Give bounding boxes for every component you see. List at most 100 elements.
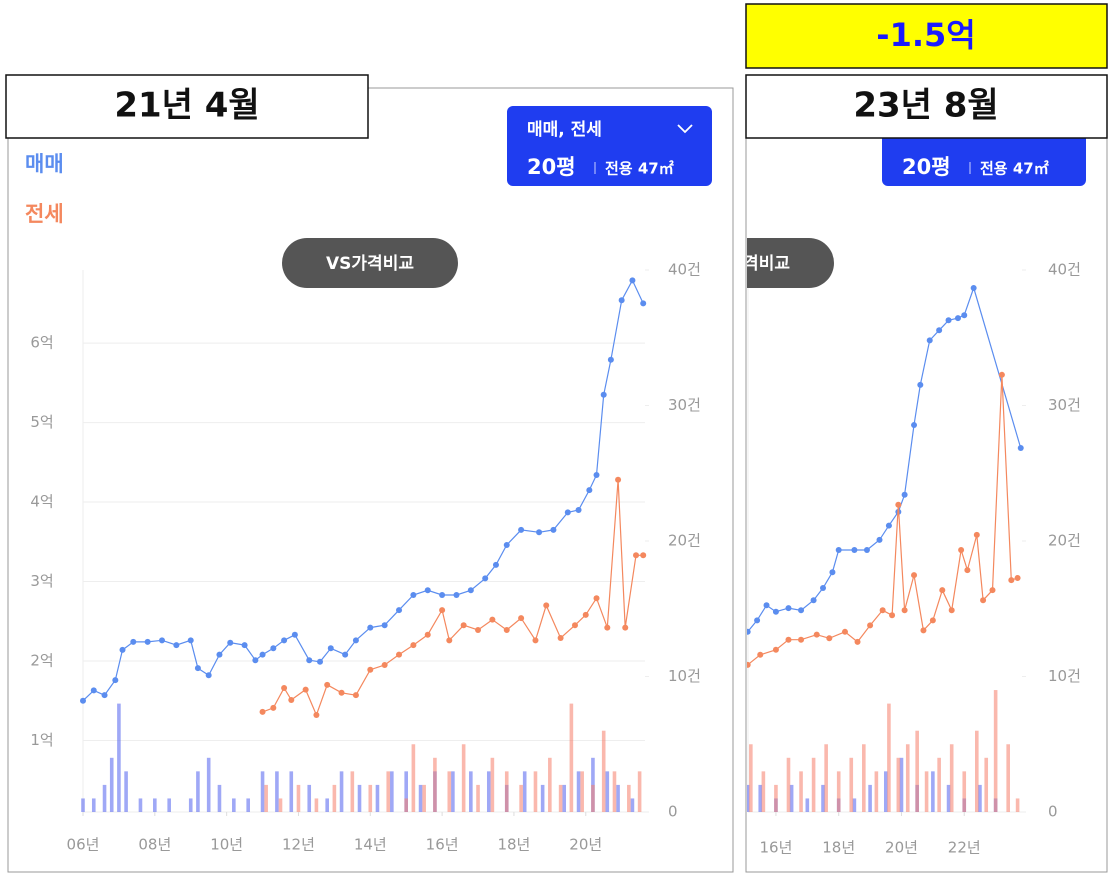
- count-bar: [849, 757, 854, 812]
- price-point: [475, 627, 482, 634]
- count-bar: [605, 771, 610, 812]
- price-point: [557, 634, 564, 641]
- price-point: [467, 587, 474, 594]
- count-bar: [490, 757, 495, 812]
- price-point: [929, 617, 936, 624]
- price-point: [194, 665, 201, 672]
- count-bar: [422, 784, 426, 812]
- count-bar: [486, 771, 491, 812]
- price-point: [424, 587, 431, 594]
- price-point: [754, 617, 761, 624]
- change-box: [745, 3, 1108, 69]
- count-bar: [314, 798, 319, 812]
- price-point: [895, 501, 902, 508]
- price-point: [342, 651, 349, 658]
- count-bar: [749, 744, 753, 812]
- price-point: [885, 522, 892, 529]
- count-bar: [404, 771, 408, 812]
- overlay-labels: 21년 4월 -1.5억 23년 8월: [5, 3, 1108, 139]
- x-tick-label: 20년: [885, 839, 918, 857]
- count-bar: [411, 744, 416, 812]
- x-tick-label: 16년: [426, 836, 459, 854]
- y-tick-label: 6억: [30, 334, 53, 352]
- y2-tick-label: 20건: [1048, 532, 1081, 550]
- change-label: -1.5억: [876, 16, 975, 54]
- count-bar: [447, 771, 452, 812]
- price-point: [810, 597, 817, 604]
- count-bar: [533, 771, 538, 812]
- price-point: [879, 607, 886, 614]
- count-bar: [937, 757, 941, 812]
- price-point: [80, 697, 86, 704]
- price-point: [582, 611, 589, 618]
- count-bar: [196, 771, 200, 812]
- x-tick-label: 12년: [282, 836, 315, 854]
- label-before: 21년 4월: [114, 86, 259, 126]
- price-point: [352, 692, 359, 699]
- price-point: [564, 509, 571, 516]
- price-point: [970, 284, 977, 291]
- y-tick-label: 5억: [30, 413, 53, 431]
- count-bar: [558, 784, 563, 812]
- count-bar: [896, 757, 901, 812]
- price-point: [785, 605, 792, 612]
- count-bar: [278, 798, 283, 812]
- price-point: [159, 637, 166, 644]
- price-point: [785, 636, 792, 643]
- price-point: [306, 657, 313, 664]
- count-bar: [616, 784, 620, 812]
- price-point: [813, 631, 820, 638]
- count-bar: [1015, 798, 1020, 812]
- count-bar: [799, 771, 803, 812]
- price-point: [1008, 577, 1015, 584]
- y-tick-label: 3억: [30, 572, 53, 590]
- count-bar: [433, 757, 437, 812]
- count-bar: [332, 784, 337, 812]
- price-point: [998, 371, 1005, 378]
- dropdown-size: 20평: [527, 155, 576, 179]
- price-point: [381, 661, 388, 668]
- price-point: [820, 585, 827, 592]
- price-point: [926, 337, 933, 344]
- price-point: [518, 526, 525, 533]
- dropdown-size: 20평: [902, 155, 951, 179]
- count-bar: [786, 757, 791, 812]
- price-point: [826, 635, 833, 642]
- price-point: [187, 637, 194, 644]
- price-point: [144, 638, 151, 645]
- price-point: [958, 546, 965, 553]
- price-point: [367, 666, 374, 673]
- y2-tick-label: 30건: [1048, 396, 1081, 414]
- count-bar: [102, 784, 107, 812]
- dropdown-area: 전용 47㎡: [605, 160, 674, 178]
- price-point: [518, 615, 525, 622]
- price-point: [600, 391, 607, 398]
- price-point: [259, 708, 266, 715]
- count-bar: [451, 771, 455, 812]
- price-point: [835, 546, 842, 553]
- price-point: [876, 536, 883, 543]
- price-point: [757, 651, 764, 658]
- price-point: [550, 526, 557, 533]
- price-point: [543, 602, 550, 609]
- count-bar: [993, 690, 998, 812]
- price-point: [747, 628, 751, 635]
- price-point: [607, 356, 614, 363]
- price-point: [980, 597, 987, 604]
- price-point: [911, 572, 918, 579]
- y2-tick-label: 0: [668, 803, 678, 821]
- price-point: [252, 657, 259, 664]
- count-bar: [217, 784, 222, 812]
- count-bar: [138, 798, 143, 812]
- count-bar: [246, 798, 250, 812]
- price-point: [640, 300, 647, 307]
- count-bar: [630, 798, 635, 812]
- count-bar: [540, 784, 545, 812]
- count-bar: [805, 798, 810, 812]
- price-point: [622, 624, 629, 631]
- count-bar: [811, 757, 816, 812]
- count-bar: [612, 771, 617, 812]
- price-point: [317, 658, 324, 665]
